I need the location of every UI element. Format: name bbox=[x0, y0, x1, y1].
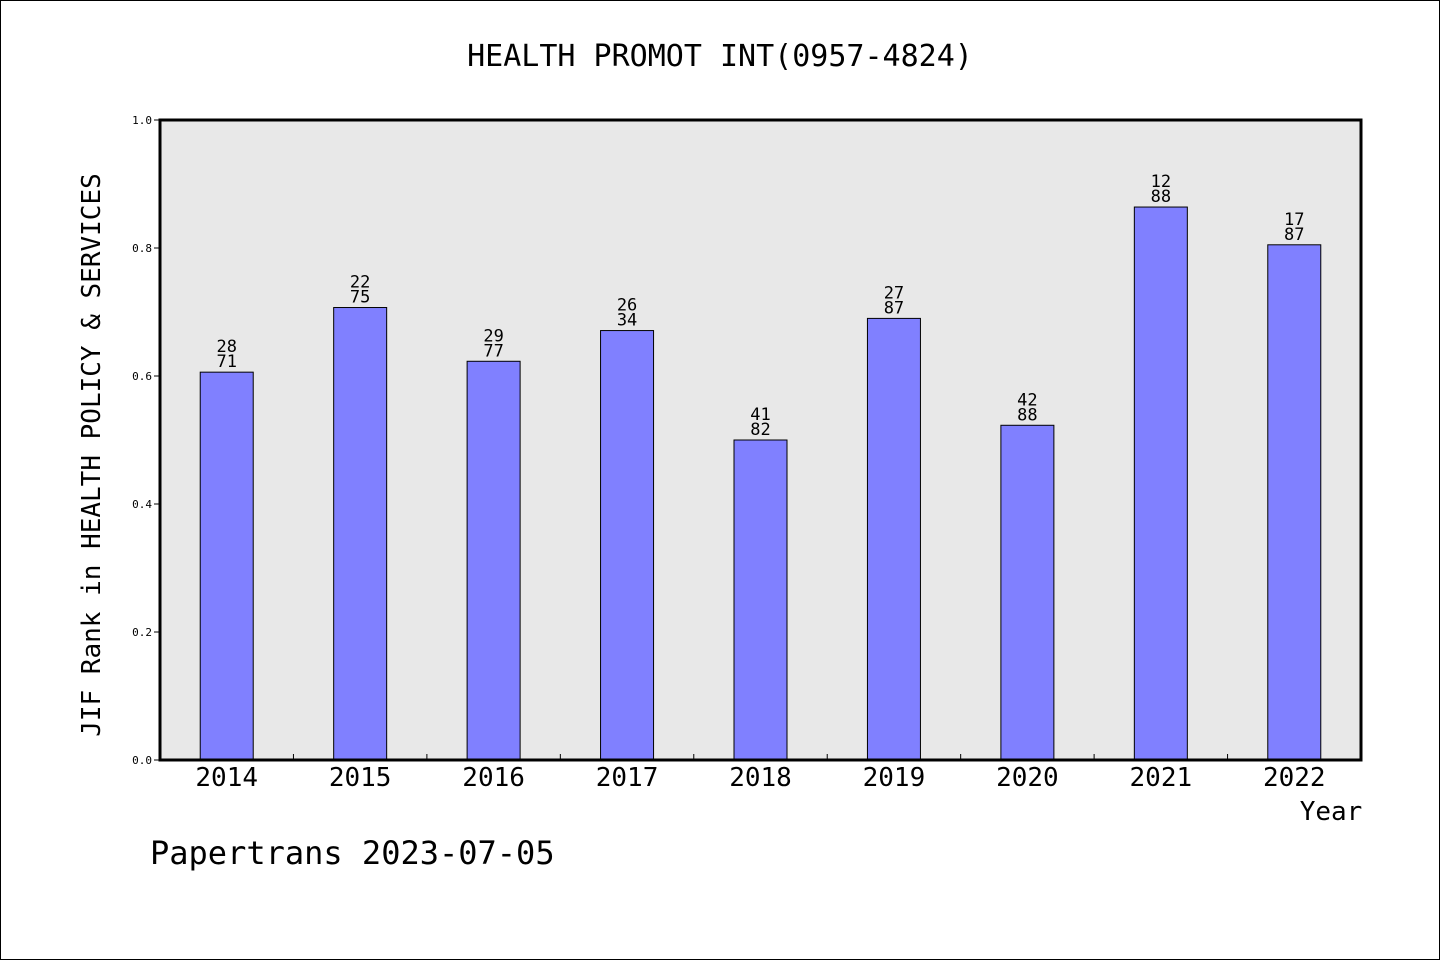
bar-rank-label: 29 bbox=[483, 326, 503, 346]
y-tick-label: 1.0 bbox=[132, 114, 152, 127]
x-tick-label: 2019 bbox=[863, 763, 926, 793]
bar-total-label: 87 bbox=[1284, 225, 1304, 245]
x-tick-label: 2022 bbox=[1263, 763, 1326, 793]
y-tick-label: 0.2 bbox=[132, 626, 152, 639]
x-tick-label: 2014 bbox=[195, 763, 258, 793]
bar-total-label: 77 bbox=[483, 341, 503, 361]
bar bbox=[600, 330, 655, 761]
bar-total-label: 88 bbox=[1151, 187, 1171, 207]
bar-rank-label: 12 bbox=[1151, 172, 1171, 192]
footer-text: Papertrans 2023-07-05 bbox=[150, 834, 555, 872]
x-tick-label: 2017 bbox=[596, 763, 659, 793]
bar bbox=[466, 360, 521, 761]
x-tick-label: 2020 bbox=[996, 763, 1059, 793]
x-tick-label: 2018 bbox=[729, 763, 792, 793]
x-tick-label: 2021 bbox=[1130, 763, 1193, 793]
bars bbox=[199, 206, 1322, 761]
bar bbox=[1267, 244, 1322, 761]
y-axis-label: JIF Rank in HEALTH POLICY & SERVICES bbox=[77, 173, 107, 737]
bar bbox=[1133, 206, 1188, 761]
bar-total-label: 87 bbox=[884, 298, 904, 318]
bar-rank-label: 26 bbox=[617, 296, 637, 316]
bar-rank-label: 42 bbox=[1017, 390, 1037, 410]
bar-rank-label: 27 bbox=[884, 283, 904, 303]
x-tick-label: 2015 bbox=[329, 763, 392, 793]
bar-rank-label: 41 bbox=[750, 405, 770, 425]
bar-total-label: 71 bbox=[216, 352, 236, 372]
bar-rank-label: 17 bbox=[1284, 210, 1304, 230]
y-tick-label: 0.8 bbox=[132, 242, 152, 255]
bar bbox=[1000, 424, 1055, 761]
bar-total-label: 75 bbox=[350, 288, 370, 308]
y-axis: 0.0 0.2 0.4 0.6 0.8 1.0 bbox=[132, 114, 160, 767]
bar bbox=[333, 307, 388, 761]
bar-total-label: 82 bbox=[750, 420, 770, 440]
x-axis: 2014 2015 2016 2017 2018 2019 2020 2021 2022 bbox=[195, 754, 1326, 793]
y-tick-label: 0.4 bbox=[132, 498, 152, 511]
y-tick-label: 0.6 bbox=[132, 370, 152, 383]
x-axis-label: Year bbox=[1300, 797, 1363, 827]
bar-total-label: 88 bbox=[1017, 405, 1037, 425]
bar bbox=[199, 371, 254, 761]
bar-rank-label: 28 bbox=[216, 337, 236, 357]
bar bbox=[866, 317, 921, 761]
chart-title: HEALTH PROMOT INT(0957-4824) bbox=[467, 39, 973, 74]
bar-total-label: 34 bbox=[617, 311, 637, 331]
x-tick-label: 2016 bbox=[462, 763, 525, 793]
bar bbox=[733, 439, 788, 761]
plot-border bbox=[158, 118, 1363, 762]
y-tick-label: 0.0 bbox=[132, 754, 152, 767]
bar-rank-label: 22 bbox=[350, 273, 370, 293]
